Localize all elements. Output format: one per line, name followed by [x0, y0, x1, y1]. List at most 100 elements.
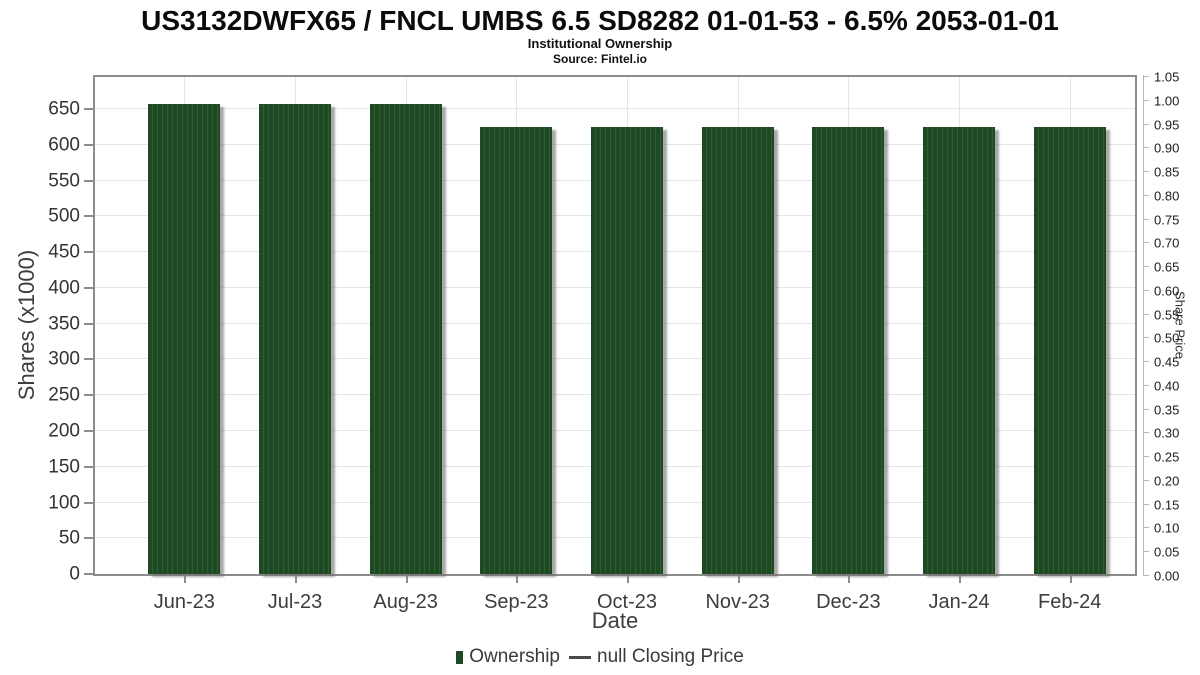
- y-tick-right: [1143, 218, 1149, 220]
- y-tick-label-right: 0.25: [1154, 449, 1180, 465]
- category-slot: Jul-23: [240, 77, 351, 612]
- y-tick-label-left: 400: [48, 277, 80, 299]
- y-tick-right: [1143, 456, 1149, 458]
- y-tick-left: [84, 215, 93, 218]
- y-tick-label-right: 0.60: [1154, 283, 1180, 299]
- ownership-bar[interactable]: [923, 127, 996, 574]
- legend-line-swatch-icon: [569, 655, 592, 659]
- x-tick: [516, 576, 519, 583]
- ownership-bar[interactable]: [701, 127, 774, 574]
- legend-bar-swatch-icon: [456, 650, 464, 664]
- ownership-bar[interactable]: [259, 104, 331, 574]
- y-tick-label-left: 350: [48, 313, 80, 335]
- y-tick-label-right: 0.30: [1154, 425, 1180, 441]
- x-tick-label: Jan-24: [928, 591, 990, 613]
- x-tick: [848, 576, 851, 583]
- y-tick-label-right: 0.35: [1154, 402, 1180, 418]
- y-tick-label-left: 650: [48, 98, 80, 120]
- y-tick-label-right: 0.50: [1154, 330, 1180, 346]
- y-tick-left: [84, 143, 93, 146]
- y-tick-label-right: 0.95: [1154, 117, 1180, 133]
- y-tick-label-left: 550: [48, 170, 80, 192]
- ownership-bar[interactable]: [480, 127, 553, 574]
- y-tick-label-left: 200: [48, 420, 80, 442]
- y-tick-right: [1143, 289, 1149, 291]
- y-axis-title-left: Shares (x1000): [14, 249, 39, 401]
- y-tick-right: [1143, 147, 1149, 149]
- y-tick-label-right: 0.05: [1154, 544, 1180, 560]
- y-tick-label-left: 450: [48, 241, 80, 263]
- y-tick-left: [84, 501, 93, 504]
- plot-area: 0 50 100 150 200 250 300 350 400 450 500 550 600 650 J…: [48, 75, 1137, 612]
- x-tick-label: Nov-23: [705, 591, 770, 613]
- y-tick-label-right: 0.70: [1154, 235, 1180, 251]
- y-tick-label-right: 0.65: [1154, 259, 1180, 275]
- x-tick: [737, 576, 740, 583]
- y-tick-right: [1143, 171, 1149, 173]
- y-tick-right: [1143, 313, 1149, 315]
- y-tick-left: [84, 429, 93, 432]
- legend-item[interactable]: Ownership: [456, 646, 560, 668]
- y-tick-left: [84, 179, 93, 182]
- bar-row: Jun-23 Jul-23 Aug-23 Sep-23 Oct-23 Nov-23 Dec-…: [129, 77, 1125, 612]
- y-tick-label-left: 250: [48, 384, 80, 406]
- y-tick-right: [1143, 337, 1149, 339]
- x-tick-label: Dec-23: [816, 591, 881, 613]
- y-tick-label-left: 150: [48, 456, 80, 478]
- x-tick-label: Feb-24: [1038, 591, 1102, 613]
- y-tick-label-left: 0: [69, 563, 80, 585]
- legend-label: Ownership: [469, 646, 561, 667]
- category-slot: Jan-24: [904, 77, 1015, 612]
- y-tick-left: [84, 465, 93, 468]
- x-tick-label: Jun-23: [153, 591, 215, 613]
- x-tick: [1069, 576, 1072, 583]
- ownership-bar[interactable]: [369, 104, 442, 574]
- y-tick-label-right: 0.20: [1154, 473, 1180, 489]
- y-tick-label-right: 0.85: [1154, 164, 1180, 180]
- y-tick-left: [84, 322, 93, 325]
- y-tick-right: [1143, 384, 1149, 386]
- x-tick-label: Jul-23: [267, 591, 323, 613]
- ownership-bar[interactable]: [148, 104, 221, 574]
- y-tick-label-left: 300: [48, 348, 80, 370]
- category-slot: Aug-23: [350, 77, 461, 612]
- x-tick-label: Sep-23: [484, 591, 549, 613]
- x-tick-label: Aug-23: [373, 591, 438, 613]
- right-axis-line: 0.00 0.05 0.10 0.15 0.20 0.25 0.30 0.35 0.40 0.45…: [1143, 71, 1179, 583]
- y-tick-label-left: 100: [48, 492, 80, 513]
- y-tick-right: [1143, 479, 1149, 481]
- x-tick-label: Oct-23: [597, 591, 658, 613]
- y-tick-label-right: 0.75: [1154, 212, 1180, 228]
- y-tick-label-left: 50: [58, 527, 80, 549]
- y-tick-right: [1143, 266, 1149, 268]
- y-tick-right: [1143, 123, 1149, 125]
- ownership-bar[interactable]: [812, 127, 885, 574]
- category-slot: Sep-23: [461, 77, 572, 612]
- x-tick: [295, 576, 297, 583]
- y-tick-right: [1143, 361, 1149, 363]
- chart-title: US3132DWFX65 / FNCL UMBS 6.5 SD8282 01-0…: [141, 5, 1059, 36]
- y-tick-left: [84, 573, 93, 575]
- y-tick-right: [1143, 527, 1149, 529]
- y-axis-title-right: Share Price: [1172, 291, 1188, 359]
- y-tick-label-right: 0.00: [1154, 568, 1180, 584]
- x-tick: [627, 576, 630, 583]
- h-gridline: [95, 108, 1135, 110]
- legend-label: null Closing Price: [597, 646, 744, 667]
- y-tick-left: [84, 358, 93, 361]
- category-slot: Feb-24: [1014, 77, 1125, 612]
- y-tick-label-right: 0.55: [1154, 307, 1180, 323]
- y-tick-right: [1143, 575, 1149, 576]
- y-tick-left: [84, 394, 93, 397]
- legend-item[interactable]: null Closing Price: [569, 646, 744, 668]
- y-tick-label-right: 1.00: [1154, 93, 1180, 109]
- y-tick-right: [1143, 194, 1149, 196]
- y-tick-left: [84, 108, 93, 111]
- ownership-bar[interactable]: [591, 127, 664, 574]
- y-tick-left: [84, 537, 93, 540]
- ownership-bar[interactable]: [1033, 127, 1106, 574]
- y-tick-label-right: 0.40: [1154, 378, 1180, 394]
- y-tick-right: [1143, 432, 1149, 434]
- x-tick: [184, 576, 187, 583]
